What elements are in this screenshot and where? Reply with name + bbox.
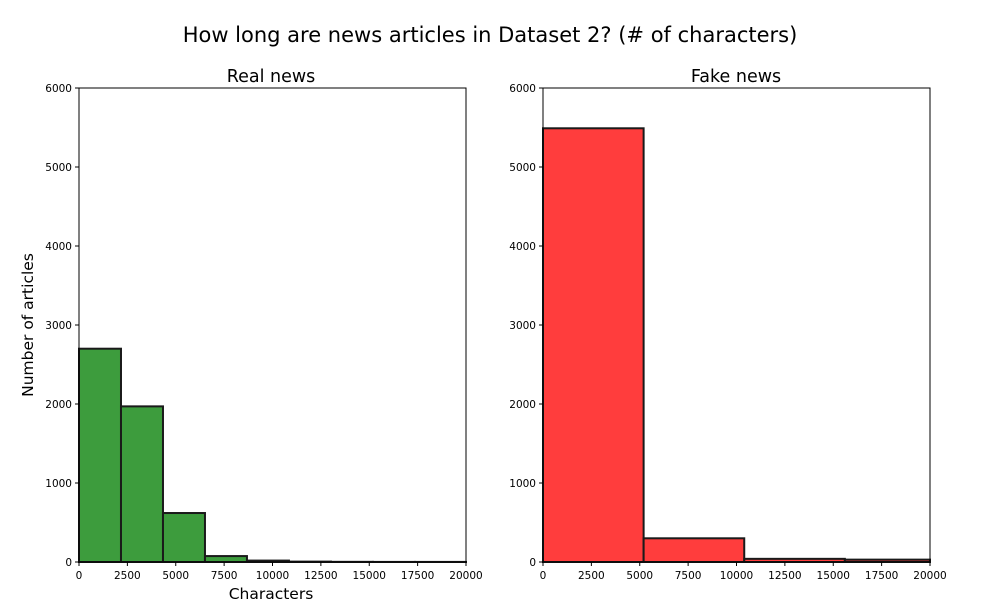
x-tick-label: 5000 (626, 570, 653, 582)
x-tick-label: 2500 (114, 570, 141, 582)
x-tick-label: 15000 (817, 570, 850, 582)
y-tick-label: 0 (529, 557, 536, 569)
x-tick-label: 7500 (675, 570, 702, 582)
y-tick-label: 1000 (509, 478, 536, 490)
figure-title: How long are news articles in Dataset 2?… (183, 23, 798, 47)
x-tick-label: 12500 (768, 570, 801, 582)
panel-title-real: Real news (227, 67, 316, 87)
bars-real-news (78, 347, 467, 564)
panel-title-fake: Fake news (691, 67, 781, 87)
x-tick-label: 5000 (162, 570, 189, 582)
x-ticks-fake: 0 2500 5000 7500 10000 12500 15000 17500 20000 (540, 562, 947, 582)
histogram-bar-real-1 (119, 405, 164, 563)
y-tick-label: 3000 (509, 320, 536, 332)
x-tick-label: 7500 (211, 570, 238, 582)
bars-fake-news (542, 127, 931, 564)
histogram-bar-real-0 (78, 347, 122, 564)
y-ticks-real: 0 1000 2000 3000 4000 5000 6000 (45, 83, 79, 569)
x-tick-label: 17500 (865, 570, 898, 582)
y-axis-label: Number of articles (19, 253, 37, 397)
x-tick-label: 20000 (913, 570, 946, 582)
x-tick-label: 2500 (578, 570, 605, 582)
x-tick-label: 15000 (353, 570, 386, 582)
x-tick-label: 0 (76, 570, 83, 582)
x-tick-label: 10000 (720, 570, 753, 582)
x-tick-label: 10000 (256, 570, 289, 582)
panel-real-news: Real news 0 1000 2000 3000 4000 5000 6000 0 250… (19, 67, 483, 603)
y-tick-label: 4000 (509, 241, 536, 253)
y-tick-label: 4000 (45, 241, 72, 253)
histogram-bar-real-3 (203, 555, 248, 564)
histogram-bar-fake-0 (542, 127, 645, 563)
y-ticks-fake: 0 1000 2000 3000 4000 5000 6000 (509, 83, 543, 569)
x-tick-label: 20000 (449, 570, 482, 582)
y-tick-label: 0 (65, 557, 72, 569)
x-tick-label: 12500 (304, 570, 337, 582)
x-ticks-real: 0 2500 5000 7500 10000 12500 15000 17500 20000 (76, 562, 483, 582)
panel-fake-news: Fake news 0 1000 2000 3000 4000 5000 6000 0 250… (509, 67, 946, 582)
histogram-bar-real-2 (161, 512, 206, 564)
y-tick-label: 3000 (45, 320, 72, 332)
y-tick-label: 6000 (45, 83, 72, 95)
y-tick-label: 1000 (45, 478, 72, 490)
x-tick-label: 17500 (401, 570, 434, 582)
y-tick-label: 5000 (45, 162, 72, 174)
y-tick-label: 2000 (45, 399, 72, 411)
y-tick-label: 5000 (509, 162, 536, 174)
y-tick-label: 2000 (509, 399, 536, 411)
histogram-bar-fake-1 (642, 537, 746, 563)
x-axis-label: Characters (229, 585, 314, 603)
y-tick-label: 6000 (509, 83, 536, 95)
x-tick-label: 0 (540, 570, 547, 582)
